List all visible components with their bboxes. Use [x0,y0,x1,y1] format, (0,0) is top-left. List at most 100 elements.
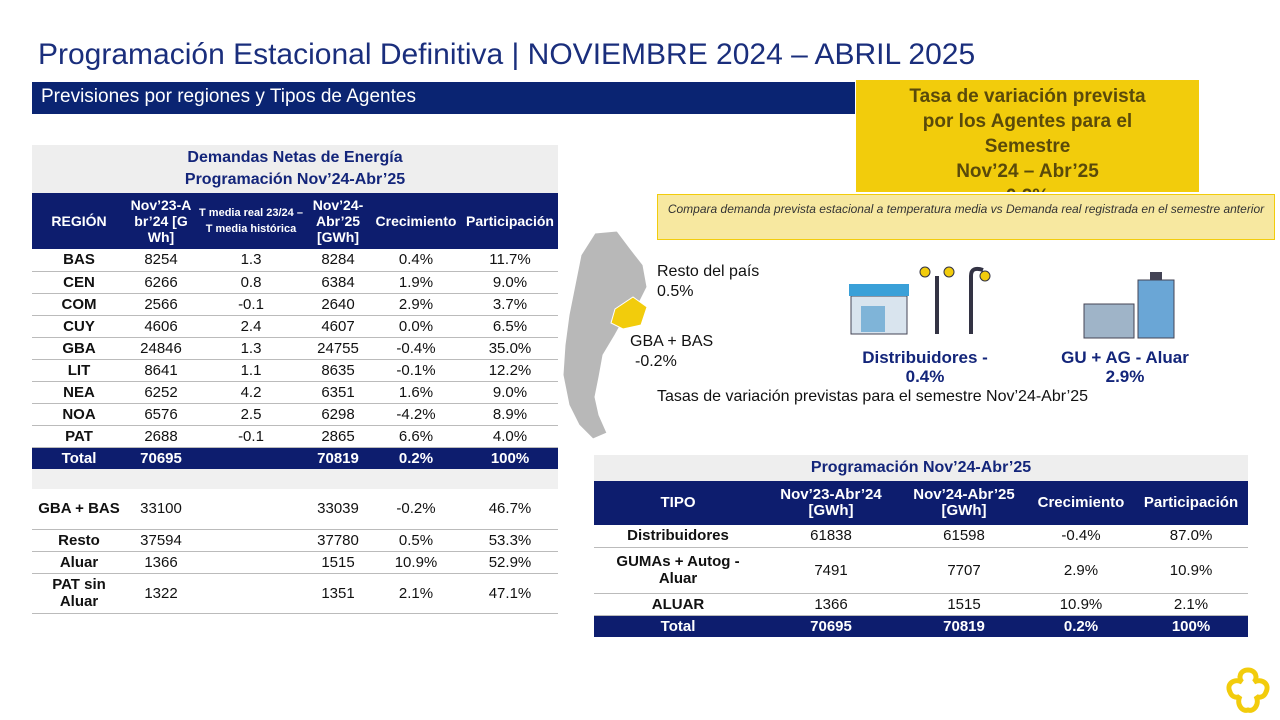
agent-value: 2.9% [1105,367,1145,386]
highlight-line: Semestre [984,136,1071,157]
table-row: GBA 24846 1.3 24755 -0.4% 35.0% [32,337,558,360]
table-cell: 33039 [306,489,370,530]
table-cell: GUMAs + Autog - Aluar [594,547,762,594]
table-cell: CUY [32,315,126,338]
table-cell: 4607 [306,315,370,338]
subtitle-bar: Previsiones por regiones y Tipos de Agen… [32,82,855,114]
agent: GU + AG - Aluar 2.9% [1040,348,1210,386]
map-rest-value: 0.5% [657,283,694,300]
table-cell: 1.3 [196,249,306,272]
table-cell: 70819 [900,615,1028,637]
table-row: Resto 37594 37780 0.5% 53.3% [32,529,558,552]
table-cell: 1.3 [196,337,306,360]
table-cell: 6.5% [462,315,558,338]
table-cell [196,551,306,574]
table-row: NOA 6576 2.5 6298 -4.2% 8.9% [32,403,558,426]
highlight-line: 0.2% [856,184,1199,192]
table-cell: 37594 [126,529,196,552]
table-cell: -0.4% [1028,525,1134,548]
table-cell: Nov’24-Abr’25 [GWh] [306,193,370,249]
map-rest: Resto del país 0.5% [657,262,759,302]
table-cell: 1515 [900,593,1028,616]
table-cell: -0.1 [196,425,306,448]
agent-label: Distribuidores - [862,348,988,367]
table-cell: -0.4% [370,337,462,360]
table-cell: 3.7% [462,293,558,316]
table-cell: 46.7% [462,489,558,530]
table-cell: REGIÓN [32,193,126,249]
table-row: GBA + BAS 33100 33039 -0.2% 46.7% [32,489,558,530]
table-cell: 0.0% [370,315,462,338]
logo-flower [1226,667,1270,713]
table-cell: 4.0% [462,425,558,448]
table-cell: 6298 [306,403,370,426]
table-cell: 52.9% [462,551,558,574]
table-cell: 1.9% [370,271,462,294]
door [861,306,885,332]
table-cell: 11.7% [462,249,558,272]
table-cell: 8284 [306,249,370,272]
table-gap [32,469,558,489]
table-cell: Crecimiento [1028,481,1134,525]
table-cell: 2.1% [370,573,462,614]
table-cell: 24846 [126,337,196,360]
table-cell: Nov’23-Abr’24 [GWh] [762,481,900,525]
agent-value: 0.4% [905,367,945,386]
table-cell: GBA [32,337,126,360]
building [1083,303,1135,339]
table-cell: 0.8 [196,271,306,294]
table-row [32,469,558,489]
table-cell: LIT [32,359,126,382]
table-caption: Demandas Netas de Energía Programación No… [32,145,558,193]
table-cell: 7491 [762,547,900,594]
map-gba [610,296,648,330]
table-cell: 37780 [306,529,370,552]
table-row: BAS 8254 1.3 8284 0.4% 11.7% [32,249,558,272]
table-cell: BAS [32,249,126,272]
map-gba-label: GBA + BAS [630,333,714,350]
table-cell: 8.9% [462,403,558,426]
table-cell: -0.2% [370,489,462,530]
table-cell: 12.2% [462,359,558,382]
table-cell [196,573,306,614]
table-cell: 10.9% [370,551,462,574]
table-cell: 100% [462,447,558,469]
map-gba: GBA + BAS -0.2% [630,332,713,372]
table-cell: 70695 [762,615,900,637]
table-cell: Participación [1134,481,1249,525]
table-cell: 1351 [306,573,370,614]
antenna [1150,272,1162,280]
map [562,230,648,440]
table-cell: 2.9% [1028,547,1134,594]
lamp-light [943,266,955,278]
table-row: GUMAs + Autog - Aluar 7491 7707 2.9% 10.9% [594,547,1249,594]
table-cell: 2.4 [196,315,306,338]
table-cell: 8254 [126,249,196,272]
map-country [562,230,648,440]
table-cell: 9.0% [462,381,558,404]
table-cell: NOA [32,403,126,426]
table-cell: Distribuidores [594,525,762,548]
table-cell: 2566 [126,293,196,316]
table-cell: 1322 [126,573,196,614]
caption: Tasas de variación previstas para el sem… [657,388,1089,405]
table-cell: 4606 [126,315,196,338]
table-cell: 70695 [126,447,196,469]
table-cell: 1366 [762,593,900,616]
table-cell [196,529,306,552]
table-cell: Participación [462,193,558,249]
table-cell: 0.2% [1028,615,1134,637]
table-cell: Aluar [32,551,126,574]
lamp [969,266,984,334]
highlight-box: Tasa de variación prevista por los Agente… [856,80,1199,192]
table-row: LIT 8641 1.1 8635 -0.1% 12.2% [32,359,558,382]
table-row: CEN 6266 0.8 6384 1.9% 9.0% [32,271,558,294]
table-row: PAT 2688 -0.1 2865 6.6% 4.0% [32,425,558,448]
table-cell: 2688 [126,425,196,448]
caption-line: Demandas Netas de Energía [187,149,403,166]
table-cell: 2.5 [196,403,306,426]
table-cell: 9.0% [462,271,558,294]
table-cell: GBA + BAS [32,489,126,530]
table-row: Aluar 1366 1515 10.9% 52.9% [32,551,558,574]
table-cell: Total [32,447,126,469]
